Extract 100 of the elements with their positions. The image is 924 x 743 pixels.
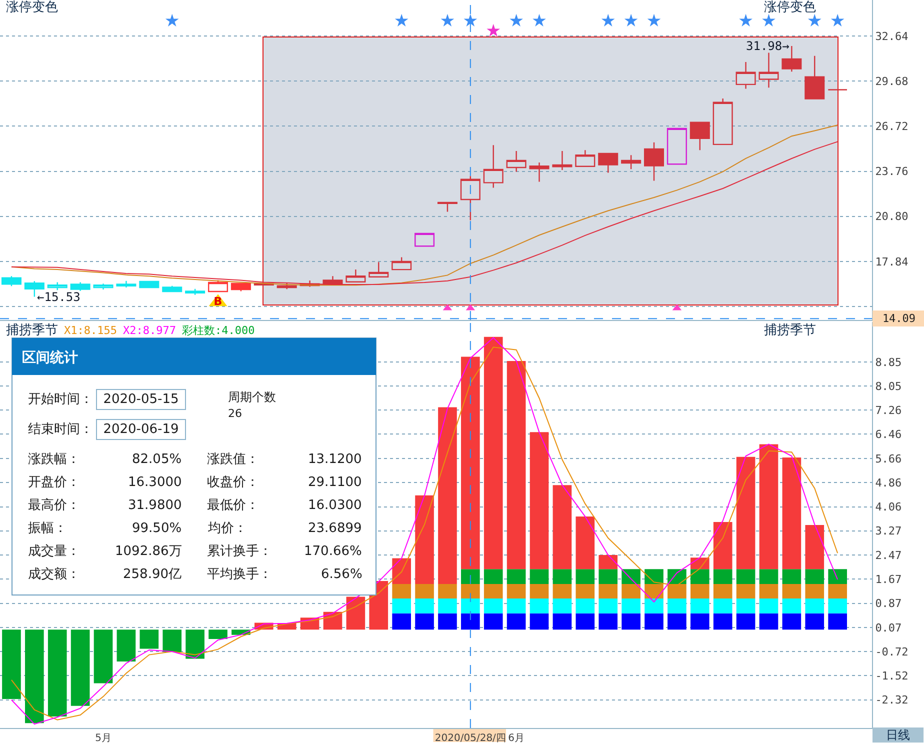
bar [530, 432, 549, 570]
candlestick [208, 280, 228, 292]
candlestick [598, 152, 618, 174]
annotation: 均价： [207, 521, 247, 536]
bar [598, 613, 618, 630]
y-tick-label: -1.52 [875, 670, 908, 683]
bar [530, 569, 549, 584]
y-tick-label: 5.66 [875, 452, 902, 466]
annotation: 最高价： [28, 497, 80, 513]
bar [690, 584, 710, 599]
bar [598, 584, 618, 599]
bar [690, 613, 710, 630]
candlestick [690, 122, 710, 151]
bar [668, 598, 686, 614]
bar [506, 613, 526, 630]
annotation: 成交量： [28, 543, 80, 559]
chart-title: 涨停变色 [6, 0, 58, 15]
bar [392, 558, 411, 584]
bar [759, 598, 778, 614]
bar [690, 569, 710, 584]
bar [805, 525, 824, 570]
bar [828, 613, 847, 630]
bar [622, 584, 640, 599]
annotation: 23.6899 [308, 521, 362, 536]
bar [713, 598, 732, 614]
point [464, 14, 478, 27]
bar [782, 584, 802, 599]
bar [805, 598, 824, 614]
bar [530, 598, 549, 614]
bar [438, 584, 457, 599]
bar [484, 613, 503, 630]
bar [782, 613, 802, 630]
bar [759, 569, 778, 584]
y-tick-label: 23.76 [875, 165, 908, 178]
bar [690, 598, 710, 614]
candlestick [70, 282, 90, 292]
y-tick-label: 1.67 [875, 573, 902, 586]
annotation: 累计换手： [207, 544, 272, 559]
annotation: 涨停变色 [764, 0, 816, 15]
candlestick [506, 150, 526, 172]
bar [484, 569, 503, 584]
bar [736, 598, 756, 614]
y-tick-label: -0.72 [875, 645, 908, 658]
bar [713, 584, 732, 599]
annotation: 13.1200 [308, 452, 362, 467]
bar [415, 613, 434, 630]
chart-title: 捕捞季节 [6, 323, 58, 338]
point [647, 14, 661, 27]
bar [622, 598, 640, 614]
bar [461, 598, 480, 614]
text: 区间统计 [22, 349, 78, 366]
bar [805, 569, 824, 584]
bar [415, 584, 434, 599]
x-tick-label: 5月 [95, 733, 112, 743]
candlestick [575, 150, 596, 167]
bar [782, 458, 802, 570]
annotation: 捕捞季节 [764, 323, 816, 338]
bar [644, 598, 664, 614]
bar [828, 569, 847, 584]
annotation: 开始时间： [28, 392, 93, 407]
point [601, 14, 615, 27]
bar [438, 598, 457, 614]
candlestick [529, 162, 550, 182]
x-tick-label: 2020/05/28/四 [434, 733, 506, 743]
candlestick [758, 52, 779, 88]
bar [759, 444, 778, 570]
bar [484, 584, 503, 599]
bar [484, 598, 503, 614]
text: X2:8.977 [123, 324, 176, 337]
candlestick [552, 150, 572, 171]
candlestick [712, 98, 733, 146]
point [510, 14, 523, 27]
bar [828, 584, 847, 599]
annotation: 99.50% [132, 521, 182, 536]
point [624, 14, 638, 27]
y-tick-label: -2.32 [875, 694, 908, 707]
bar [576, 516, 595, 570]
point [440, 14, 454, 27]
point [394, 14, 408, 27]
annotation: 31.9800 [128, 498, 182, 513]
annotation: 平均换手： [207, 567, 272, 582]
bar [576, 613, 595, 630]
bar [644, 569, 664, 584]
bar [392, 598, 411, 614]
bar [576, 584, 595, 599]
candlestick [346, 268, 366, 282]
bar [461, 569, 480, 584]
annotation: 涨跌幅： [28, 452, 80, 467]
annotation: 258.90亿 [123, 567, 182, 582]
candlestick [230, 282, 251, 292]
bar [552, 569, 572, 584]
y-tick-label: 0.07 [875, 621, 902, 634]
annotation: 31.98→ [746, 39, 790, 53]
annotation: 29.1100 [308, 475, 362, 490]
bar [713, 613, 732, 630]
bar [736, 456, 756, 570]
annotation: 成交额： [28, 566, 80, 582]
y-tick-label: 4.86 [875, 476, 902, 490]
bar [713, 522, 732, 570]
bar [668, 584, 686, 599]
